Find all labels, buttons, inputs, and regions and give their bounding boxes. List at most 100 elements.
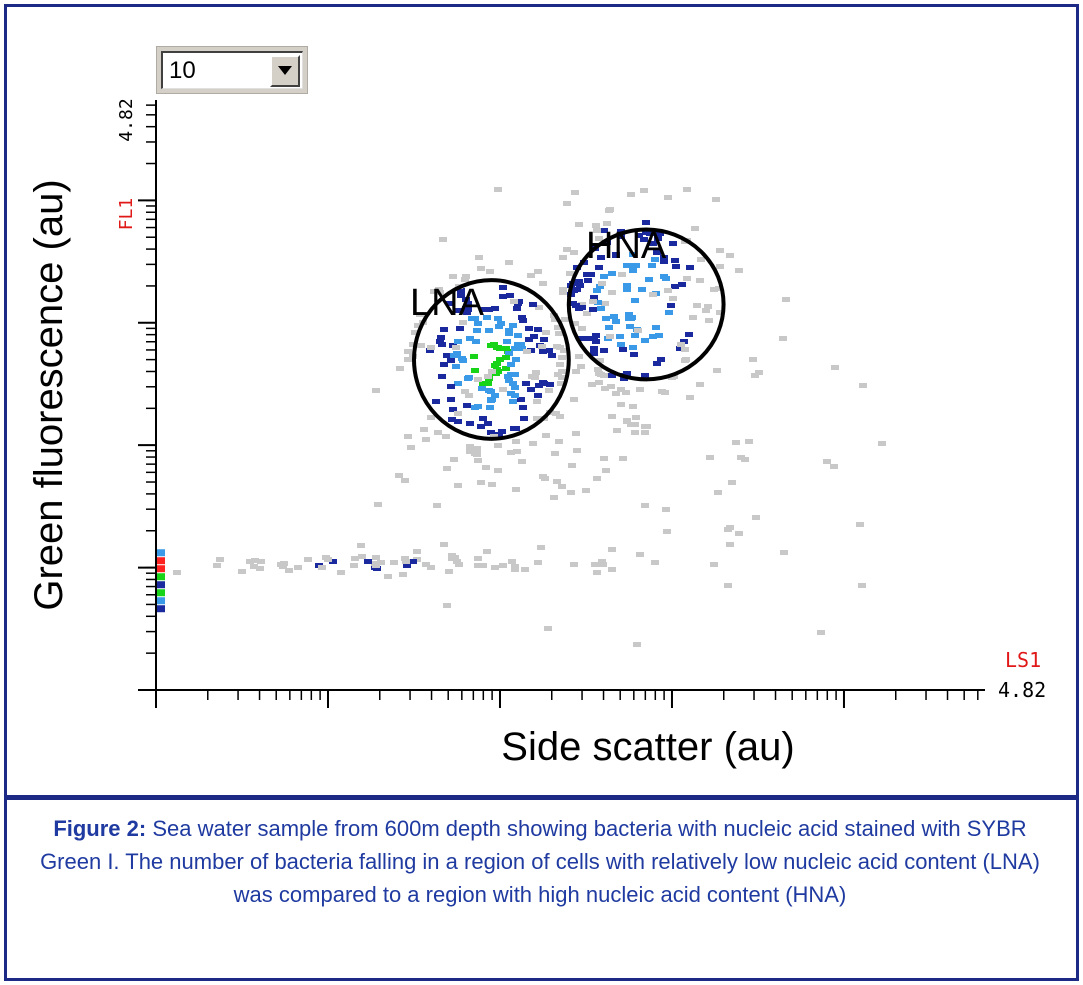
event-dot — [595, 236, 603, 241]
event-dot — [619, 456, 627, 461]
event-dot — [663, 529, 671, 534]
event-dot — [642, 230, 650, 235]
event-dot — [409, 559, 417, 564]
event-dot — [608, 271, 616, 276]
event-dot — [587, 272, 595, 277]
event-dot — [668, 375, 676, 380]
event-dot — [732, 440, 740, 445]
event-dot — [484, 421, 492, 426]
event-dot — [466, 444, 474, 449]
event-dot — [575, 354, 583, 359]
event-dot — [496, 357, 504, 362]
event-dot — [404, 349, 412, 354]
event-dot — [704, 304, 712, 309]
event-dot — [483, 315, 491, 320]
event-dot — [606, 334, 614, 339]
event-dot — [716, 264, 724, 269]
scale-dropdown[interactable]: 10 — [156, 46, 308, 94]
event-dot — [601, 301, 609, 306]
event-dot — [592, 339, 600, 344]
event-dot — [651, 560, 659, 565]
event-dot — [351, 556, 359, 561]
event-dot — [449, 407, 457, 412]
event-dot — [530, 334, 538, 339]
event-dot — [556, 345, 564, 350]
event-dot — [856, 522, 864, 527]
event-dot — [696, 382, 704, 387]
event-dot — [507, 391, 515, 396]
event-dot — [726, 253, 734, 258]
event-dot — [454, 411, 462, 416]
event-dot — [555, 439, 563, 444]
event-dot — [558, 375, 566, 380]
event-dot — [474, 563, 482, 568]
event-dot — [539, 380, 547, 385]
event-dot — [641, 503, 649, 508]
event-dot — [413, 549, 421, 554]
event-dot — [652, 325, 660, 330]
event-dot — [357, 543, 365, 548]
scale-dropdown-field[interactable]: 10 — [161, 51, 303, 89]
event-dot — [498, 429, 506, 434]
event-dot — [601, 386, 609, 391]
event-dot — [599, 562, 607, 567]
event-dot — [689, 315, 697, 320]
event-dot — [591, 562, 599, 567]
event-dot — [250, 564, 258, 569]
event-dot — [577, 364, 585, 369]
event-dot — [465, 375, 473, 380]
event-dot — [502, 346, 510, 351]
event-dot — [450, 457, 458, 462]
event-dot — [454, 419, 462, 424]
event-dot — [555, 331, 563, 336]
event-dot — [474, 556, 482, 561]
event-dot — [534, 560, 542, 565]
event-dot — [455, 308, 463, 313]
event-dot — [638, 287, 646, 292]
event-dot — [479, 416, 487, 421]
event-dot — [735, 531, 743, 536]
event-dot — [478, 386, 486, 391]
event-dot — [608, 567, 616, 572]
event-dot — [570, 250, 578, 255]
event-dot — [697, 257, 705, 262]
event-dot — [681, 358, 689, 363]
event-dot — [608, 547, 616, 552]
event-dot — [641, 373, 649, 378]
event-dot — [631, 333, 639, 338]
dropdown-arrow-button[interactable] — [270, 55, 300, 87]
event-dot — [595, 265, 603, 270]
event-dot — [446, 301, 454, 306]
edge-event-dot — [157, 557, 165, 565]
event-dot — [643, 424, 651, 429]
event-dot — [553, 479, 561, 484]
event-dot — [454, 339, 462, 344]
event-dot — [525, 337, 533, 342]
event-dot — [488, 369, 496, 374]
event-dot — [751, 373, 759, 378]
event-dot — [390, 560, 398, 565]
event-dot — [497, 321, 505, 326]
x-channel-label: LS1 — [1005, 648, 1041, 672]
event-dot — [634, 328, 642, 333]
event-dot — [716, 248, 724, 253]
event-dot — [504, 374, 512, 379]
event-dot — [627, 192, 635, 197]
event-dot — [395, 473, 403, 478]
figure-caption: Figure 2: Sea water sample from 600m dep… — [40, 812, 1040, 911]
event-dot — [598, 281, 606, 286]
event-dot — [676, 346, 684, 351]
event-dot — [507, 450, 515, 455]
data-points — [157, 187, 886, 647]
event-dot — [665, 310, 673, 315]
figure-divider — [4, 795, 1079, 800]
event-dot — [479, 563, 487, 568]
event-dot — [494, 187, 502, 192]
event-dot — [505, 378, 513, 383]
event-dot — [779, 336, 787, 341]
event-dot — [728, 480, 736, 485]
event-dot — [680, 339, 688, 344]
event-dot — [427, 565, 435, 570]
event-dot — [597, 306, 605, 311]
event-dot — [463, 403, 471, 408]
